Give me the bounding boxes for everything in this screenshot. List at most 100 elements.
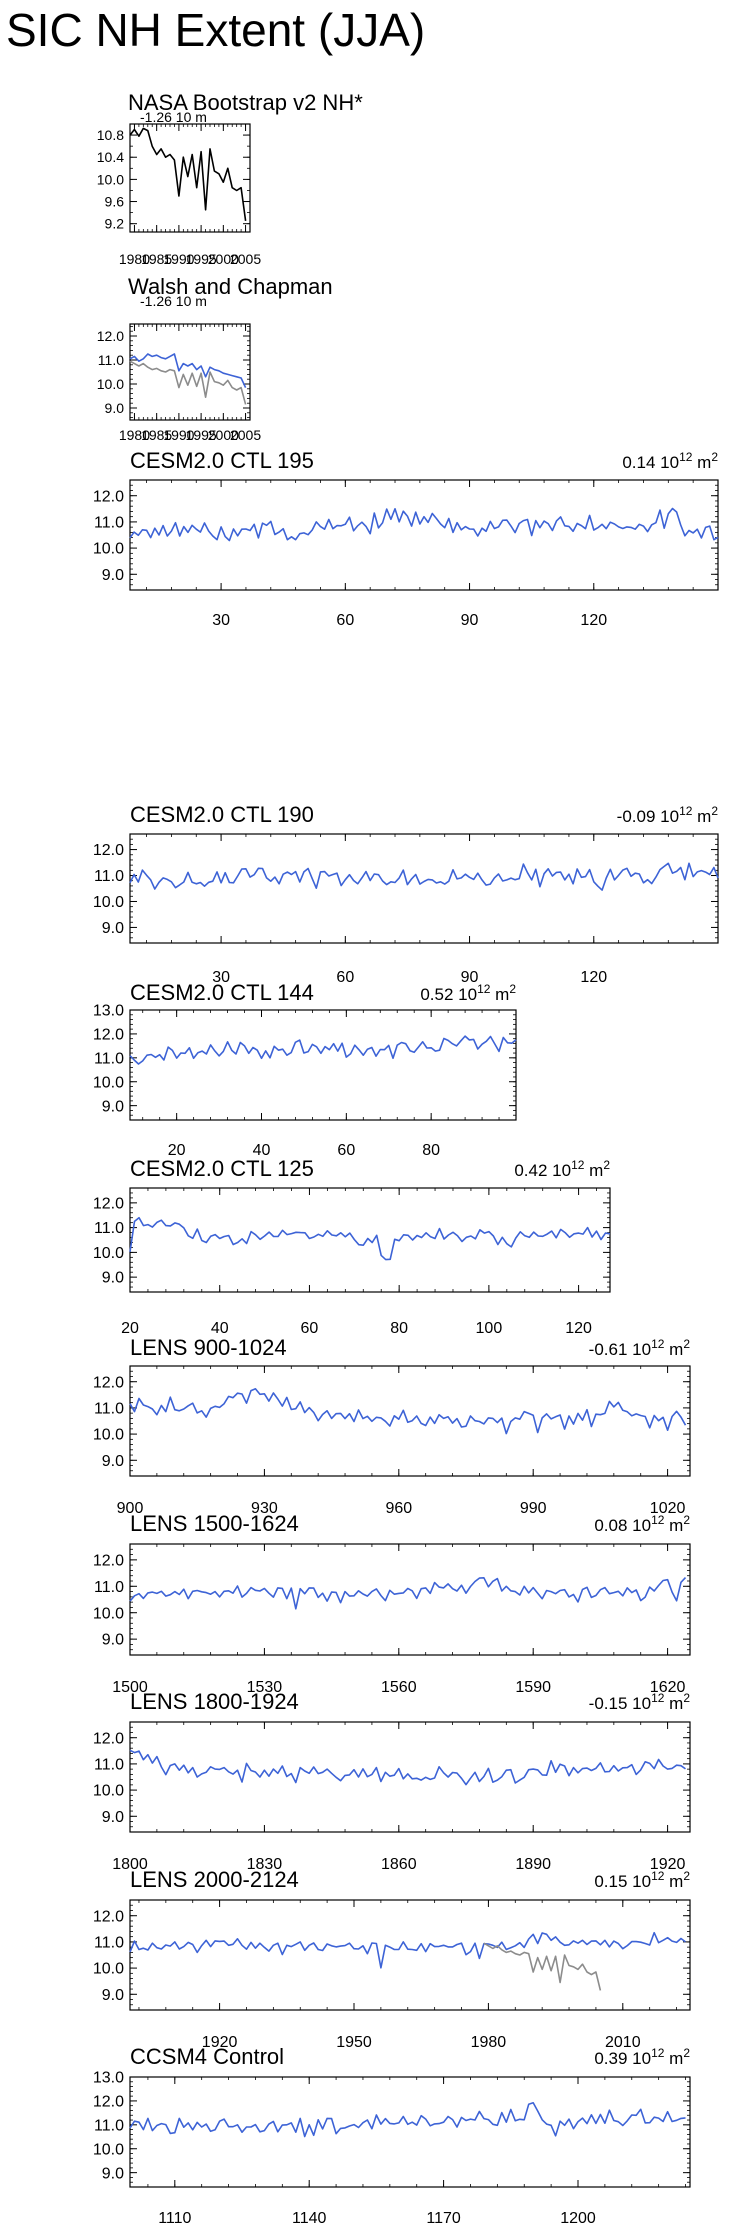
x-tick-label: 1200: [560, 2210, 596, 2226]
y-tick-label: 12.0: [93, 488, 124, 505]
x-tick-label: 1920: [202, 2034, 238, 2051]
y-tick-label: 12.0: [93, 1552, 124, 1569]
plot-frame: [129, 833, 719, 944]
panel-title: LENS 1800-1924: [130, 1689, 299, 1714]
y-tick-label: 9.0: [105, 400, 125, 416]
page-title: SIC NH Extent (JJA): [6, 4, 426, 56]
trend-annotation: -1.26 10 m: [140, 109, 207, 125]
x-tick-label: 960: [385, 1500, 412, 1517]
panel-title: LENS 2000-2124: [130, 1867, 299, 1892]
x-tick-label: 1990: [163, 251, 194, 267]
plot-frame: [129, 1899, 691, 2011]
y-tick-label: 9.0: [102, 2165, 124, 2182]
x-tick-label: 60: [337, 1142, 355, 1159]
y-tick-label: 9.0: [102, 567, 124, 584]
panel-title: NASA Bootstrap v2 NH*: [128, 90, 363, 115]
series-line: [129, 1035, 517, 1065]
chart-panel: 9.0 10.0 11.0 12.0 1500 1530 1560 1590 1620 LENS …: [93, 1511, 691, 1696]
y-tick-label: 9.0: [102, 1632, 124, 1649]
y-tick-label: 10.0: [93, 1427, 124, 1444]
x-tick-label: 1620: [650, 1679, 686, 1696]
x-tick-label: 1800: [112, 1856, 148, 1873]
series-line: [129, 507, 719, 542]
x-tick-label: 1980: [119, 427, 150, 443]
x-tick-label: 60: [336, 612, 354, 629]
y-tick-label: 11.0: [98, 352, 124, 368]
series-line: [483, 1942, 602, 1991]
x-tick-label: 900: [117, 1500, 144, 1517]
x-tick-label: 120: [580, 969, 607, 986]
y-tick-label: 13.0: [93, 1003, 124, 1020]
x-tick-label: 1110: [158, 2210, 191, 2226]
x-tick-label: 930: [251, 1500, 278, 1517]
y-tick-label: 9.0: [102, 1809, 124, 1826]
series-line: [129, 1931, 686, 1969]
x-tick-label: 120: [580, 612, 607, 629]
x-tick-label: 30: [212, 612, 230, 629]
x-tick-label: 20: [168, 1142, 186, 1159]
y-tick-label: 10.0: [93, 1074, 124, 1091]
x-tick-label: 40: [253, 1142, 271, 1159]
series-line: [129, 1216, 611, 1261]
y-tick-label: 10.0: [97, 171, 124, 187]
trend-annotation: 0.14 1012 m2: [622, 450, 718, 472]
series-line: [129, 1749, 686, 1786]
y-tick-label: 10.0: [93, 1961, 124, 1978]
panel-title: CESM2.0 CTL 190: [130, 802, 314, 827]
x-tick-label: 20: [121, 1320, 139, 1337]
x-tick-label: 100: [476, 1320, 503, 1337]
y-tick-label: 10.0: [93, 1605, 124, 1622]
panel-title: LENS 900-1024: [130, 1335, 287, 1360]
x-tick-label: 1560: [381, 1679, 417, 1696]
x-tick-label: 1985: [141, 251, 172, 267]
x-tick-label: 90: [461, 969, 479, 986]
y-tick-label: 11.0: [94, 1757, 124, 1774]
y-tick-label: 12.0: [93, 1195, 124, 1212]
x-tick-label: 120: [565, 1320, 592, 1337]
x-tick-label: 1530: [247, 1679, 283, 1696]
y-tick-label: 11.0: [94, 1579, 124, 1596]
chart-panel: 9.0 10.0 11.0 12.0 13.0 20 40 60 80 CESM2.0 CTL 1…: [93, 980, 517, 1159]
plot-frame: [129, 1009, 517, 1121]
chart-panel: 9.2 9.6 10.0 10.4 10.8 1980198519901995200020…: [97, 90, 363, 267]
y-tick-label: 12.0: [93, 1730, 124, 1747]
x-tick-label: 1995: [186, 251, 217, 267]
x-tick-label: 30: [212, 969, 230, 986]
y-tick-label: 10.0: [93, 541, 124, 558]
trend-annotation: 0.39 1012 m2: [594, 2046, 690, 2068]
plot-frame: [129, 2076, 691, 2188]
x-tick-label: 1985: [141, 427, 172, 443]
y-tick-label: 9.0: [102, 920, 124, 937]
plot-frame: [129, 1721, 691, 1833]
y-tick-label: 10.0: [93, 2141, 124, 2158]
x-tick-label: 1830: [247, 1856, 283, 1873]
plot-frame: [129, 479, 719, 591]
x-tick-label: 2000: [208, 251, 239, 267]
panel-title: Walsh and Chapman: [128, 274, 333, 299]
x-tick-label: 60: [336, 969, 354, 986]
y-tick-label: 10.0: [93, 894, 124, 911]
y-tick-label: 11.0: [94, 1220, 124, 1237]
y-tick-label: 11.0: [94, 515, 124, 532]
x-tick-label: 1500: [112, 1679, 148, 1696]
plot-frame: [129, 323, 251, 421]
y-tick-label: 11.0: [94, 2117, 124, 2134]
trend-annotation: 0.42 1012 m2: [514, 1158, 610, 1180]
x-tick-label: 1990: [163, 427, 194, 443]
x-tick-label: 90: [461, 612, 479, 629]
x-tick-label: 1920: [650, 1856, 686, 1873]
x-tick-label: 1860: [381, 1856, 417, 1873]
plot-frame: [129, 1543, 691, 1656]
plot-frame: [129, 123, 251, 233]
y-tick-label: 10.0: [93, 1783, 124, 1800]
panel-title: CESM2.0 CTL 144: [130, 980, 314, 1005]
x-tick-label: 40: [211, 1320, 229, 1337]
x-tick-label: 2010: [605, 2034, 641, 2051]
x-tick-label: 80: [422, 1142, 440, 1159]
x-tick-label: 990: [520, 1500, 547, 1517]
y-tick-label: 9.2: [105, 216, 125, 232]
y-tick-label: 10.0: [93, 1245, 124, 1262]
y-tick-label: 11.0: [94, 1935, 124, 1952]
x-tick-label: 1020: [650, 1500, 686, 1517]
y-tick-label: 9.6: [105, 193, 125, 209]
